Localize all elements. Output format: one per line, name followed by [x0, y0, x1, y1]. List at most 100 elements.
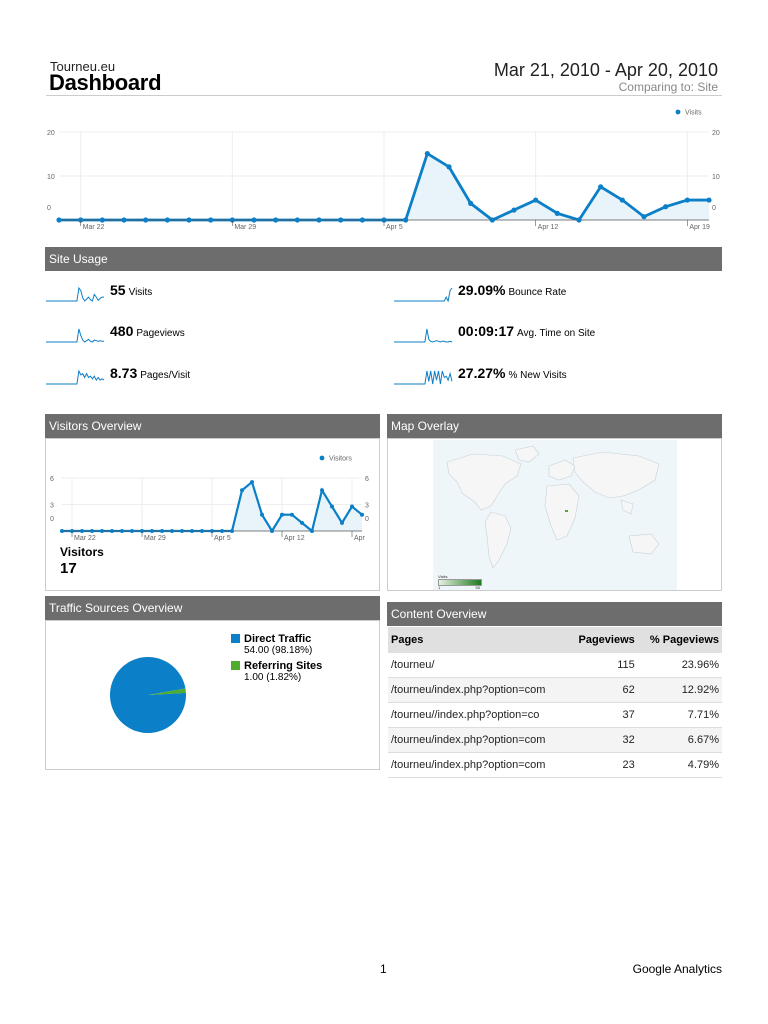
- pageviews: 23: [567, 752, 638, 778]
- map-legend-gradient: [438, 579, 482, 586]
- data-point: [576, 217, 582, 223]
- data-point: [294, 217, 300, 223]
- legend-marker: [675, 109, 681, 115]
- page-path[interactable]: /tourneu/index.php?option=com: [388, 677, 568, 703]
- data-point: [706, 197, 712, 203]
- sparkline: [394, 370, 453, 385]
- pct-pageviews: 6.67%: [637, 727, 722, 753]
- map-legend-max: 55: [475, 585, 480, 590]
- data-point: [270, 529, 274, 533]
- x-tick-label: Apr 12: [538, 224, 559, 231]
- map-legend-title: Visits: [438, 574, 448, 579]
- page-path[interactable]: /tourneu//index.php?option=co: [388, 702, 568, 728]
- data-point: [186, 217, 192, 223]
- sparkline-line: [46, 328, 104, 343]
- data-point: [619, 197, 625, 203]
- comparing-label: Comparing to: Site: [618, 80, 718, 94]
- y-tick-label: 0: [47, 205, 51, 212]
- map-legend: Visits 1 55: [438, 574, 482, 590]
- data-point: [110, 529, 114, 533]
- data-point: [360, 512, 364, 517]
- world-map[interactable]: [433, 440, 677, 590]
- legend-referring-value: 1.00 (1.82%): [244, 672, 302, 683]
- pct-pageviews: 23.96%: [637, 653, 722, 678]
- data-point: [338, 217, 344, 223]
- legend-marker: [319, 455, 325, 461]
- data-point: [290, 512, 294, 517]
- legend-referring: Referring Sites: [231, 661, 322, 672]
- traffic-legend: Direct Traffic 54.00 (98.18%) Referring …: [231, 634, 322, 683]
- header-divider: [46, 95, 722, 96]
- data-point: [120, 529, 124, 533]
- x-tick-label: Mar 29: [144, 535, 166, 542]
- data-point: [359, 217, 365, 223]
- data-point: [250, 480, 254, 485]
- metric-value: 00:09:17 Avg. Time on Site: [458, 323, 596, 339]
- metric-label: Visits: [128, 287, 153, 298]
- page-number: 1: [380, 962, 387, 976]
- col-pct-pageviews: % Pageviews: [637, 627, 722, 653]
- data-point: [99, 217, 105, 223]
- data-point: [150, 529, 154, 533]
- data-point: [316, 217, 322, 223]
- content-table: Pages Pageviews % Pageviews /tourneu/ 11…: [388, 627, 722, 778]
- data-point: [554, 210, 560, 216]
- data-point: [60, 529, 64, 533]
- col-pages: Pages: [388, 627, 568, 653]
- y-tick-label: 20: [712, 130, 720, 137]
- pie-slice: [148, 688, 186, 695]
- y-tick-label: 10: [712, 174, 720, 181]
- page-path[interactable]: /tourneu/index.php?option=com: [388, 752, 568, 778]
- data-point: [130, 529, 134, 533]
- data-point: [220, 529, 224, 533]
- traffic-sources-panel: [45, 620, 380, 770]
- metric-pages-visit[interactable]: 8.73 Pages/Visit: [46, 365, 366, 387]
- page-path[interactable]: /tourneu/index.php?option=com: [388, 727, 568, 753]
- data-point: [468, 200, 474, 206]
- data-point: [180, 529, 184, 533]
- traffic-sources-header: Traffic Sources Overview: [45, 596, 380, 620]
- legend-direct-name: Direct Traffic: [244, 633, 312, 645]
- page-path[interactable]: /tourneu/: [388, 653, 568, 678]
- pageviews: 115: [567, 653, 638, 678]
- y-tick-label: 3: [365, 503, 369, 510]
- sparkline: [46, 328, 104, 343]
- metric-pageviews[interactable]: 480 Pageviews: [46, 323, 366, 345]
- metric-value: 8.73 Pages/Visit: [110, 365, 191, 381]
- site-name: Tourneu.eu: [50, 59, 116, 74]
- data-point: [190, 529, 194, 533]
- metric-label: Pageviews: [136, 328, 185, 339]
- data-point: [251, 217, 257, 223]
- x-tick-label: Mar 22: [83, 224, 105, 231]
- data-point: [340, 520, 344, 525]
- visits-chart: 20 20 10 10 0 0 Mar 22 Mar 29 Apr 5 Apr 12 Apr 19 V…: [47, 109, 720, 232]
- data-point: [300, 520, 304, 525]
- data-point: [100, 529, 104, 533]
- pct-pageviews: 7.71%: [637, 702, 722, 728]
- y-tick-label: 0: [712, 205, 716, 212]
- data-point: [350, 504, 354, 509]
- data-point: [424, 150, 430, 157]
- page-title: Dashboard: [49, 70, 162, 95]
- data-point: [533, 197, 539, 203]
- metric--new-visits[interactable]: 27.27%% New Visits: [394, 365, 714, 387]
- sparkline: [46, 286, 104, 302]
- sparkline-line: [46, 369, 105, 385]
- metric-value: 55 Visits: [110, 282, 153, 298]
- data-point: [403, 217, 409, 223]
- metric-value: 27.27%% New Visits: [458, 365, 567, 381]
- map-overlay-header: Map Overlay: [387, 414, 722, 438]
- sparkline-line: [46, 286, 104, 302]
- metric-visits[interactable]: 55 Visits: [46, 282, 366, 304]
- data-point: [208, 217, 214, 223]
- data-point: [511, 207, 517, 213]
- metric-label: % New Visits: [508, 370, 567, 381]
- metric-bounce-rate[interactable]: 29.09% Bounce Rate: [394, 282, 714, 304]
- data-point: [80, 529, 84, 533]
- series-area: [62, 482, 362, 531]
- pie-slice: [110, 657, 187, 734]
- metric-label: Bounce Rate: [508, 287, 567, 298]
- visitors-overview-header: Visitors Overview: [45, 414, 380, 438]
- metric-avg-time-on-site[interactable]: 00:09:17 Avg. Time on Site: [394, 323, 714, 345]
- metric-label: Avg. Time on Site: [517, 328, 596, 339]
